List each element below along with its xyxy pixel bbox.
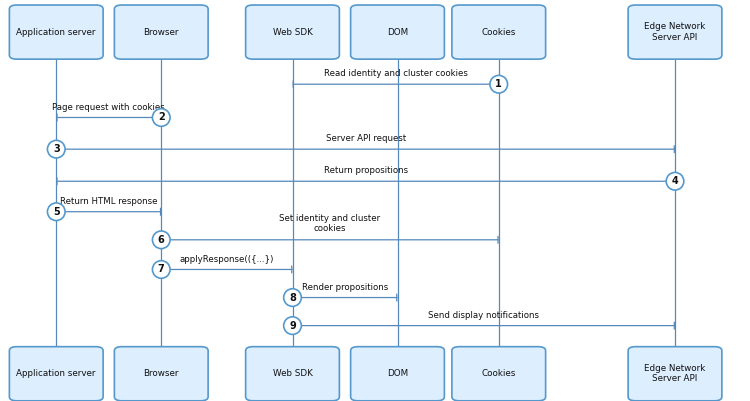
Text: 4: 4: [672, 176, 678, 186]
FancyBboxPatch shape: [452, 346, 545, 401]
Text: Web SDK: Web SDK: [272, 369, 313, 378]
Text: Cookies: Cookies: [482, 28, 516, 36]
FancyBboxPatch shape: [628, 5, 722, 59]
Text: Cookies: Cookies: [482, 369, 516, 378]
Text: Application server: Application server: [16, 28, 96, 36]
FancyBboxPatch shape: [350, 346, 444, 401]
Text: Render propositions: Render propositions: [302, 283, 388, 292]
Text: 1: 1: [495, 79, 502, 89]
FancyBboxPatch shape: [246, 5, 339, 59]
Text: Send display notifications: Send display notifications: [428, 311, 539, 320]
Ellipse shape: [284, 317, 302, 334]
FancyBboxPatch shape: [246, 346, 339, 401]
Ellipse shape: [284, 289, 302, 306]
FancyBboxPatch shape: [114, 5, 208, 59]
Text: 7: 7: [158, 265, 165, 274]
Text: DOM: DOM: [387, 369, 408, 378]
FancyBboxPatch shape: [452, 5, 545, 59]
Text: Server API request: Server API request: [326, 134, 406, 143]
Text: Browser: Browser: [143, 369, 179, 378]
Text: 3: 3: [53, 144, 60, 154]
Text: Web SDK: Web SDK: [272, 28, 313, 36]
Text: Application server: Application server: [16, 369, 96, 378]
Ellipse shape: [47, 203, 65, 221]
Text: 5: 5: [53, 207, 60, 217]
Ellipse shape: [152, 231, 170, 249]
FancyBboxPatch shape: [9, 346, 104, 401]
Ellipse shape: [490, 75, 508, 93]
Text: 8: 8: [289, 293, 296, 302]
Text: DOM: DOM: [387, 28, 408, 36]
Text: 9: 9: [290, 321, 296, 330]
Ellipse shape: [47, 140, 65, 158]
FancyBboxPatch shape: [628, 346, 722, 401]
Text: 2: 2: [158, 113, 165, 122]
Text: Edge Network
Server API: Edge Network Server API: [644, 364, 706, 383]
Text: Edge Network
Server API: Edge Network Server API: [644, 22, 706, 42]
FancyBboxPatch shape: [9, 5, 104, 59]
Ellipse shape: [152, 109, 170, 126]
Text: Page request with cookies: Page request with cookies: [53, 103, 165, 112]
Text: Set identity and cluster
cookies: Set identity and cluster cookies: [280, 214, 380, 233]
FancyBboxPatch shape: [350, 5, 444, 59]
Text: Return HTML response: Return HTML response: [60, 197, 158, 206]
Ellipse shape: [666, 172, 684, 190]
FancyBboxPatch shape: [114, 346, 208, 401]
Text: Return propositions: Return propositions: [324, 166, 408, 175]
Text: 6: 6: [158, 235, 165, 245]
Text: Browser: Browser: [143, 28, 179, 36]
Text: applyResponse(({...}): applyResponse(({...}): [179, 255, 274, 264]
Text: Read identity and cluster cookies: Read identity and cluster cookies: [324, 69, 468, 78]
Ellipse shape: [152, 261, 170, 278]
